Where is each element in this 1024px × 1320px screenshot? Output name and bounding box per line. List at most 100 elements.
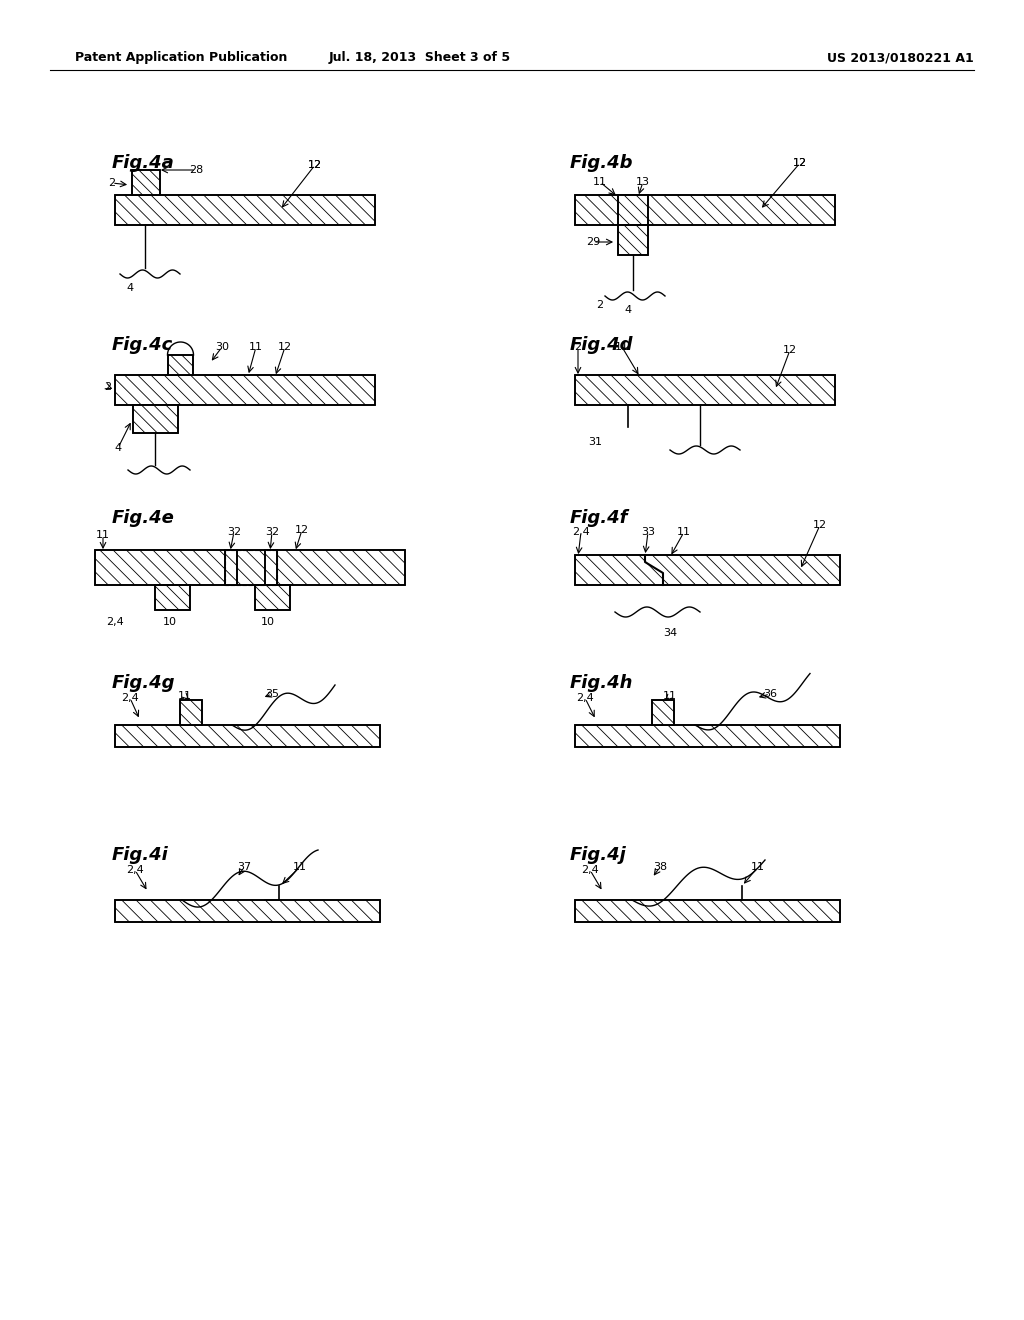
Text: 35: 35 [265,689,279,700]
Text: 4: 4 [115,444,122,453]
Text: 32: 32 [227,527,241,537]
Text: 11: 11 [615,342,629,352]
Text: 28: 28 [188,165,203,176]
Text: 32: 32 [265,527,280,537]
Text: 31: 31 [588,437,602,447]
Bar [95,550,406,585]
Bar [155,585,190,610]
Bar [115,195,375,224]
Text: 12: 12 [813,520,827,531]
Text: Fig.4a: Fig.4a [112,154,175,172]
Text: 2,4: 2,4 [582,865,599,875]
Text: 2,4: 2,4 [126,865,144,875]
Bar [133,405,178,433]
Bar [115,725,380,747]
Text: US 2013/0180221 A1: US 2013/0180221 A1 [826,51,974,65]
Bar [265,550,278,585]
Bar [618,195,648,224]
Bar [652,700,674,725]
Bar [255,585,290,610]
Text: 2: 2 [596,300,603,310]
Bar [575,900,840,921]
Text: 11: 11 [178,690,193,701]
Text: 4: 4 [126,282,133,293]
Text: Fig.4g: Fig.4g [112,675,175,692]
Text: 13: 13 [636,177,650,187]
Text: 11: 11 [593,177,607,187]
Bar [575,195,835,224]
Text: 12: 12 [278,342,292,352]
Bar [115,375,375,405]
Bar [115,900,380,921]
Text: 12: 12 [793,158,807,168]
Text: 2,4: 2,4 [106,616,124,627]
Bar [575,195,835,224]
Text: Fig.4f: Fig.4f [570,510,629,527]
Bar [575,725,840,747]
Text: 11: 11 [293,862,307,873]
Bar [155,585,190,610]
Text: 12: 12 [793,158,807,168]
Bar [618,195,648,224]
Text: 34: 34 [663,628,677,638]
Bar [115,900,380,921]
Bar [618,224,648,255]
Text: 12: 12 [783,345,797,355]
Bar [133,405,178,433]
Bar [168,355,193,375]
Text: 11: 11 [663,690,677,701]
Bar [575,375,835,405]
Text: 4: 4 [625,305,632,315]
Text: 10: 10 [261,616,275,627]
Bar [575,725,840,747]
Text: 11: 11 [751,862,765,873]
Text: 2,4: 2,4 [121,693,139,704]
Text: 2,4: 2,4 [577,693,594,704]
Bar [115,195,375,224]
Bar [225,550,237,585]
Text: 11: 11 [677,527,691,537]
Bar [225,550,237,585]
Text: Fig.4e: Fig.4e [112,510,175,527]
Text: 37: 37 [237,862,251,873]
Bar [575,900,840,921]
Bar [95,550,406,585]
Text: Fig.4i: Fig.4i [112,846,169,865]
Text: 33: 33 [641,527,655,537]
Text: 2: 2 [109,178,116,187]
Bar [575,554,840,585]
Bar [115,375,375,405]
Bar [115,725,380,747]
Text: 36: 36 [763,689,777,700]
Bar [168,355,193,375]
Text: 10: 10 [163,616,177,627]
Bar [575,554,840,585]
Text: Fig.4b: Fig.4b [570,154,634,172]
Bar [132,170,160,195]
Bar [265,550,278,585]
Text: 12: 12 [308,160,323,170]
Text: 2,4: 2,4 [572,527,590,537]
Bar [225,550,278,585]
Text: 12: 12 [295,525,309,535]
Text: 29: 29 [586,238,600,247]
Text: Fig.4d: Fig.4d [570,337,634,354]
Text: 11: 11 [96,531,110,540]
Text: 30: 30 [215,342,229,352]
Bar [255,585,290,610]
Bar [575,375,835,405]
Text: Patent Application Publication: Patent Application Publication [75,51,288,65]
Text: 2: 2 [104,381,112,392]
Bar [132,170,160,195]
Text: Jul. 18, 2013  Sheet 3 of 5: Jul. 18, 2013 Sheet 3 of 5 [329,51,511,65]
Text: 2: 2 [574,342,582,352]
Text: 12: 12 [308,160,323,170]
Text: Fig.4j: Fig.4j [570,846,627,865]
Text: Fig.4h: Fig.4h [570,675,634,692]
Bar [180,700,202,725]
Bar [180,700,202,725]
Text: Fig.4c: Fig.4c [112,337,173,354]
Text: 11: 11 [249,342,263,352]
Text: 38: 38 [653,862,667,873]
Bar [618,224,648,255]
